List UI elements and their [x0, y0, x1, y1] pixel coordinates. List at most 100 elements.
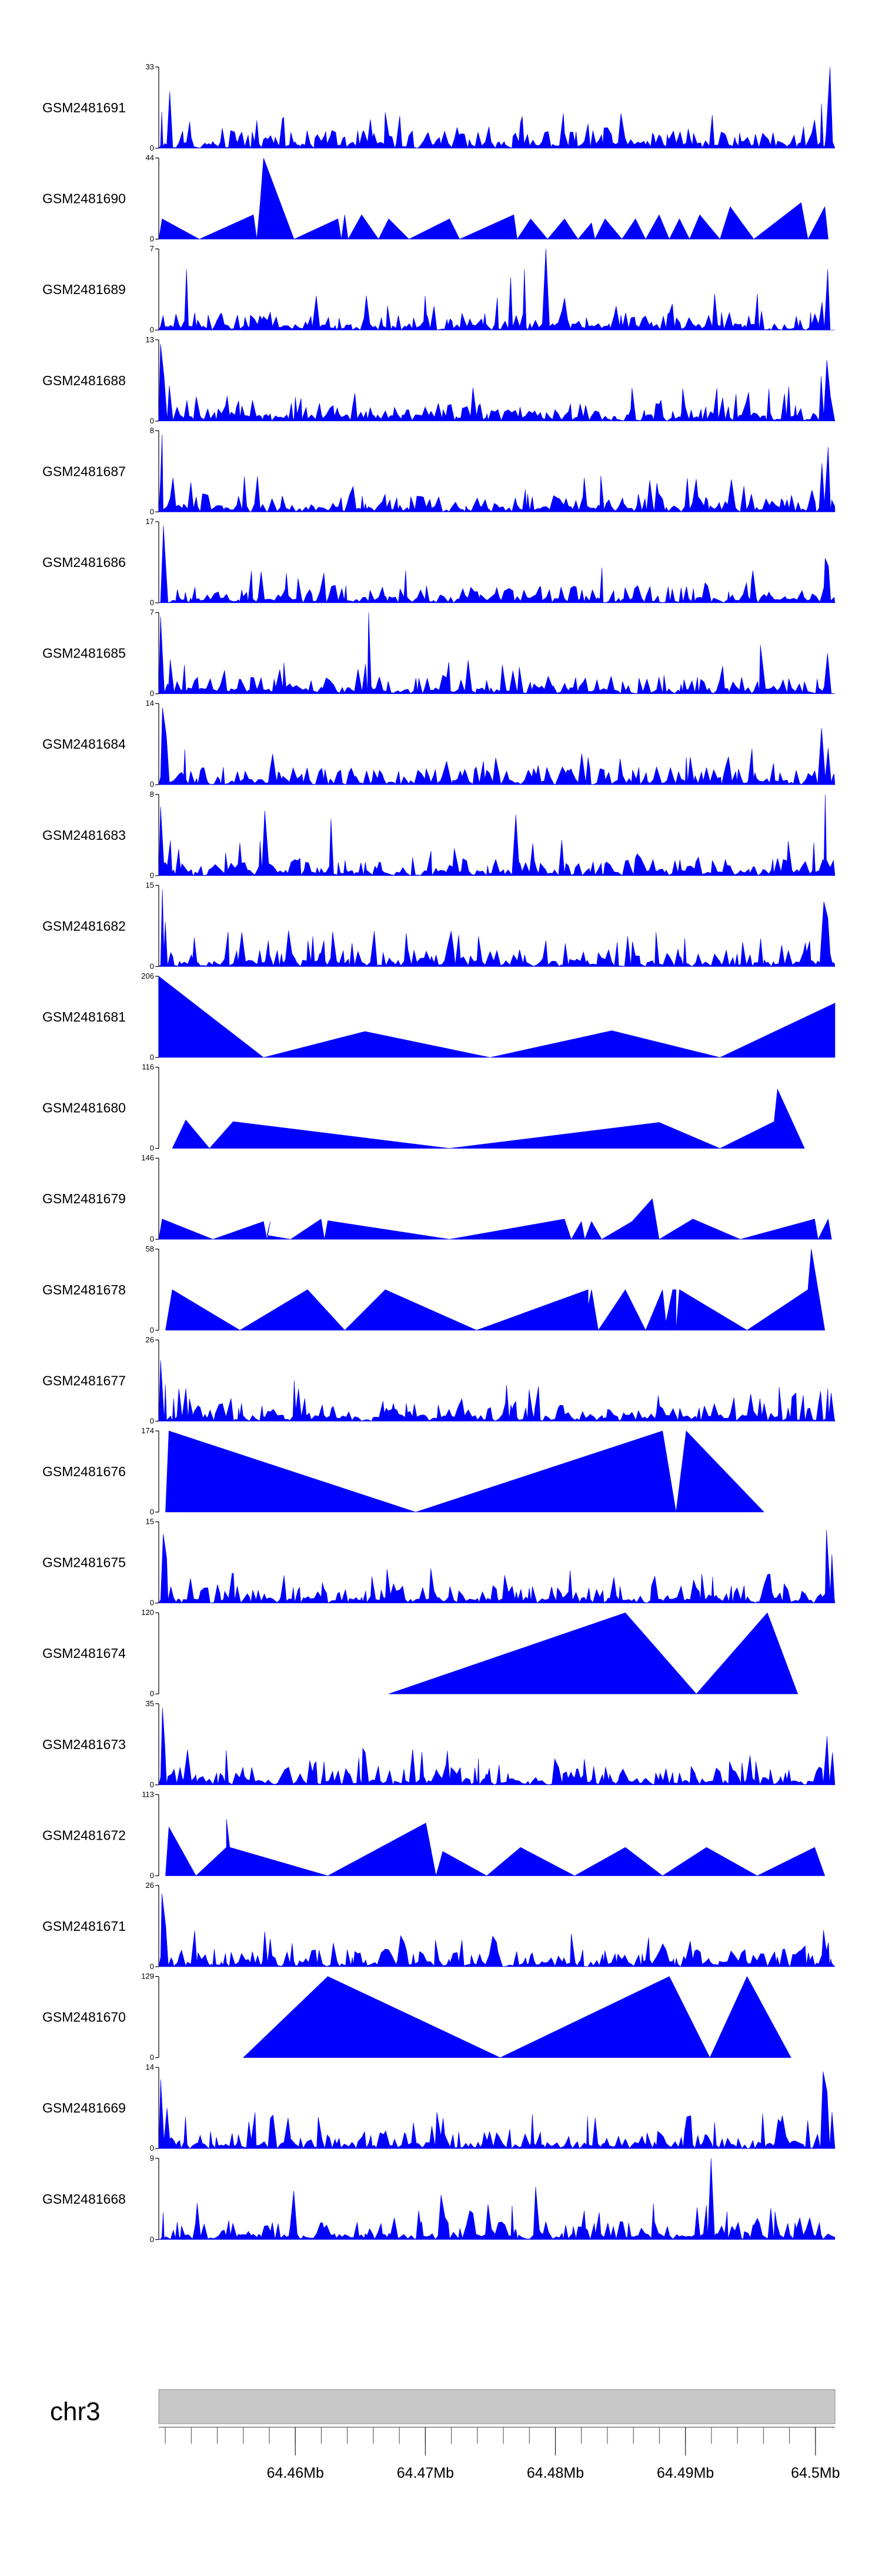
- track-label: GSM2481681: [42, 1009, 126, 1025]
- track-GSM2481682: GSM2481682 15 0: [42, 880, 836, 970]
- y-tick-max-label: 15: [146, 1517, 154, 1526]
- track-label: GSM2481680: [42, 1100, 126, 1116]
- coverage-area: [165, 1818, 826, 1876]
- y-tick-max-label: 14: [146, 2063, 154, 2071]
- coverage-area: [158, 2158, 836, 2240]
- y-tick-max-label: 58: [146, 1244, 154, 1253]
- y-tick-zero-label: 0: [150, 1416, 154, 1425]
- major-tick-label: 64.49Mb: [657, 2465, 714, 2481]
- y-tick-zero-label: 0: [150, 507, 154, 516]
- coverage-area: [243, 1976, 791, 2058]
- track-label: GSM2481679: [42, 1191, 126, 1206]
- track-GSM2481685: GSM2481685 7 0: [42, 608, 836, 698]
- y-tick-max-label: 15: [146, 880, 154, 889]
- y-tick-max-label: 17: [146, 517, 154, 526]
- y-tick-max-label: 35: [146, 1699, 154, 1708]
- track-GSM2481677: GSM2481677 26 0: [42, 1335, 836, 1425]
- track-GSM2481671: GSM2481671 26 0: [42, 1881, 836, 1971]
- track-label: GSM2481684: [42, 736, 126, 752]
- y-tick-zero-label: 0: [150, 2144, 154, 2153]
- coverage-area: [158, 435, 836, 513]
- track-label: GSM2481669: [42, 2100, 126, 2115]
- coverage-area: [158, 1893, 836, 1967]
- coverage-area: [158, 1360, 836, 1422]
- coverage-area: [158, 158, 828, 240]
- chromosome-label: chr3: [50, 2397, 101, 2426]
- y-tick-zero-label: 0: [150, 2235, 154, 2244]
- coverage-area: [158, 249, 836, 331]
- y-tick-max-label: 116: [142, 1063, 154, 1072]
- track-GSM2481674: GSM2481674 120 0: [42, 1608, 799, 1698]
- y-tick-zero-label: 0: [150, 1599, 154, 1607]
- y-tick-max-label: 146: [141, 1153, 154, 1162]
- y-tick-zero-label: 0: [150, 416, 154, 425]
- track-GSM2481676: GSM2481676 174 0: [42, 1426, 764, 1516]
- track-GSM2481668: GSM2481668 9 0: [42, 2154, 836, 2244]
- track-label: GSM2481683: [42, 827, 126, 843]
- track-GSM2481669: GSM2481669 14 0: [42, 2063, 836, 2153]
- track-label: GSM2481673: [42, 1737, 126, 1752]
- coverage-area: [158, 976, 836, 1058]
- track-GSM2481670: GSM2481670 129 0: [42, 1972, 791, 2062]
- track-GSM2481684: GSM2481684 14 0: [42, 699, 836, 789]
- track-GSM2481672: GSM2481672 113 0: [42, 1790, 826, 1880]
- track-GSM2481687: GSM2481687 8 0: [42, 426, 836, 516]
- y-tick-max-label: 8: [150, 426, 154, 435]
- coverage-area: [158, 1707, 836, 1786]
- y-tick-max-label: 7: [150, 244, 154, 253]
- y-tick-max-label: 129: [141, 1972, 154, 1981]
- track-GSM2481691: GSM2481691 33 0: [42, 62, 836, 152]
- y-tick-zero-label: 0: [150, 235, 154, 243]
- y-tick-max-label: 26: [146, 1335, 154, 1344]
- track-label: GSM2481672: [42, 1827, 126, 1843]
- track-GSM2481680: GSM2481680 116 0: [42, 1063, 805, 1153]
- track-label: GSM2481676: [42, 1464, 126, 1479]
- coverage-area: [158, 889, 836, 967]
- track-label: GSM2481687: [42, 463, 126, 479]
- y-tick-zero-label: 0: [150, 598, 154, 607]
- track-GSM2481678: GSM2481678 58 0: [42, 1244, 826, 1334]
- y-tick-max-label: 120: [141, 1608, 154, 1617]
- coverage-area: [158, 2071, 836, 2149]
- track-label: GSM2481688: [42, 373, 126, 388]
- y-tick-zero-label: 0: [150, 871, 154, 880]
- y-tick-zero-label: 0: [150, 1780, 154, 1789]
- coverage-area: [158, 612, 836, 695]
- y-tick-zero-label: 0: [150, 1053, 154, 1062]
- major-tick-label: 64.47Mb: [397, 2465, 454, 2481]
- coverage-area: [158, 708, 836, 786]
- track-label: GSM2481677: [42, 1373, 126, 1388]
- track-label: GSM2481690: [42, 191, 126, 206]
- y-tick-zero-label: 0: [150, 689, 154, 698]
- track-label: GSM2481671: [42, 1918, 126, 1934]
- coverage-area: [158, 1198, 832, 1240]
- chromosome-axis: chr3 64.46Mb 64.47Mb 64.48Mb 64.49Mb 64.5Mb: [50, 2389, 840, 2481]
- coverage-area: [165, 1430, 764, 1513]
- coverage-tracks: GSM2481691330GSM2481690440GSM248168970GS…: [42, 62, 836, 2244]
- coverage-area: [158, 343, 836, 422]
- y-tick-max-label: 9: [150, 2154, 154, 2163]
- track-GSM2481679: GSM2481679 146 0: [42, 1153, 832, 1243]
- track-label: GSM2481691: [42, 100, 126, 115]
- track-GSM2481675: GSM2481675 15 0: [42, 1517, 836, 1607]
- y-tick-max-label: 33: [146, 62, 154, 71]
- y-tick-zero-label: 0: [150, 1234, 154, 1243]
- track-label: GSM2481670: [42, 2010, 126, 2025]
- y-tick-zero-label: 0: [150, 1689, 154, 1698]
- chromosome-bar: [158, 2389, 836, 2424]
- track-label: GSM2481682: [42, 918, 126, 933]
- major-tick-label: 64.46Mb: [267, 2465, 324, 2481]
- coverage-area: [158, 1530, 836, 1604]
- y-tick-zero-label: 0: [150, 1871, 154, 1880]
- y-tick-zero-label: 0: [150, 325, 154, 334]
- coverage-area: [158, 525, 836, 603]
- y-tick-max-label: 13: [146, 335, 154, 344]
- track-label: GSM2481678: [42, 1282, 126, 1297]
- y-tick-zero-label: 0: [150, 962, 154, 970]
- chromosome-ticks: 64.46Mb 64.47Mb 64.48Mb 64.49Mb 64.5Mb: [159, 2427, 840, 2481]
- track-label: GSM2481674: [42, 1646, 126, 1661]
- track-GSM2481681: GSM2481681 206 0: [42, 972, 836, 1062]
- y-tick-max-label: 26: [146, 1881, 154, 1890]
- y-tick-zero-label: 0: [150, 144, 154, 152]
- track-GSM2481673: GSM2481673 35 0: [42, 1699, 836, 1789]
